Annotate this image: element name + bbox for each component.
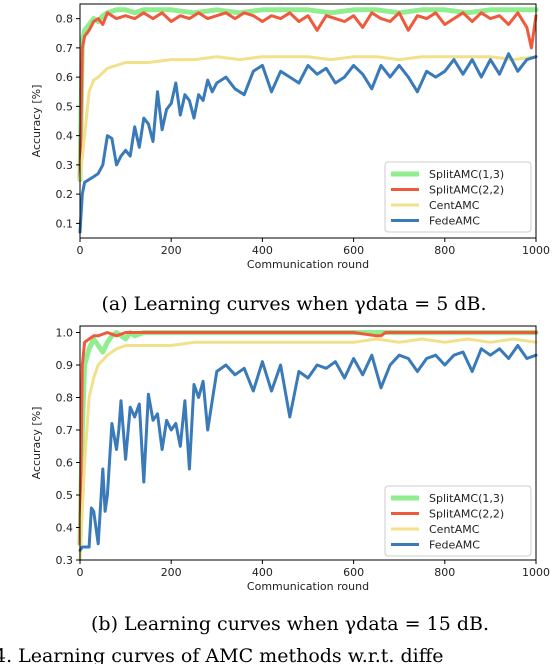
y-axis-label: Accuracy [%]: [30, 85, 43, 158]
y-tick-label: 0.9: [56, 359, 74, 372]
legend-label: SplitAMC(1,3): [429, 168, 504, 181]
x-tick-label: 0: [77, 566, 84, 579]
figure-footer-text: 4. Learning curves of AMC methods w.r.t.…: [0, 645, 444, 664]
y-tick-label: 0.4: [56, 130, 74, 143]
x-tick-label: 200: [161, 566, 182, 579]
legend-label: FedeAMC: [429, 215, 480, 228]
x-tick-label: 1000: [522, 566, 550, 579]
legend-label: CentAMC: [429, 199, 480, 212]
legend: SplitAMC(1,3) SplitAMC(2,2) CentAMC FedeAMC: [384, 485, 532, 557]
x-tick-label: 400: [252, 244, 273, 257]
panel-a: 0 200 400 600 800 1000 0.1 0.2 0.3 0.4 0.5 0.6 0.7 0.…: [30, 3, 550, 271]
x-tick-label: 400: [252, 566, 273, 579]
series-line-splitamc-2-2: [78, 11, 538, 181]
panel-b: 0 200 400 600 800 1000 0.3 0.4 0.5 0.6 0.7 0.8 0.9 1.…: [30, 325, 550, 593]
y-tick-label: 0.2: [56, 188, 74, 201]
legend-label: SplitAMC(2,2): [429, 508, 504, 521]
x-axis-label: Communication round: [247, 580, 369, 593]
x-tick-label: 1000: [522, 244, 550, 257]
plot-frame: [79, 325, 537, 561]
y-tick-label: 0.4: [56, 522, 74, 535]
series-line-splitamc-2-2: [78, 331, 538, 546]
legend-box: [384, 485, 532, 557]
y-axis-label: Accuracy [%]: [30, 407, 43, 480]
legend-label: SplitAMC(1,3): [429, 492, 504, 505]
x-tick-label: 200: [161, 244, 182, 257]
y-tick-label: 0.8: [56, 13, 74, 26]
legend: SplitAMC(1,3) SplitAMC(2,2) CentAMC FedeAMC: [384, 161, 532, 233]
y-tick-label: 0.3: [56, 554, 74, 567]
x-axis-label: Communication round: [247, 258, 369, 271]
x-tick-label: 600: [343, 566, 364, 579]
plot-frame: [79, 3, 537, 239]
x-tick-label: 800: [434, 244, 455, 257]
y-tick-label: 0.1: [56, 217, 74, 230]
y-tick-label: 0.6: [56, 71, 74, 84]
y-tick-label: 0.8: [56, 392, 74, 405]
caption-b: (b) Learning curves when γdata = 15 dB.: [91, 613, 489, 635]
series-line-splitamc-1-3: [77, 7, 539, 182]
legend-label: CentAMC: [429, 523, 480, 536]
x-tick-label: 800: [434, 566, 455, 579]
series-line-fedeamc: [78, 344, 538, 552]
legend-label: FedeAMC: [429, 539, 480, 552]
series-line-fedeamc: [78, 52, 538, 234]
series-line-centamc: [78, 337, 538, 562]
legend-box: [384, 161, 532, 233]
series-line-centamc: [78, 55, 538, 181]
x-tick-label: 600: [343, 244, 364, 257]
y-tick-label: 0.3: [56, 159, 74, 172]
y-tick-label: 0.6: [56, 457, 74, 470]
y-tick-label: 0.5: [56, 489, 74, 502]
y-tick-label: 0.7: [56, 424, 74, 437]
y-tick-label: 1.0: [56, 327, 74, 340]
y-tick-label: 0.7: [56, 42, 74, 55]
legend-label: SplitAMC(2,2): [429, 184, 504, 197]
y-tick-label: 0.5: [56, 100, 74, 113]
x-tick-label: 0: [77, 244, 84, 257]
caption-a: (a) Learning curves when γdata = 5 dB.: [101, 293, 486, 315]
